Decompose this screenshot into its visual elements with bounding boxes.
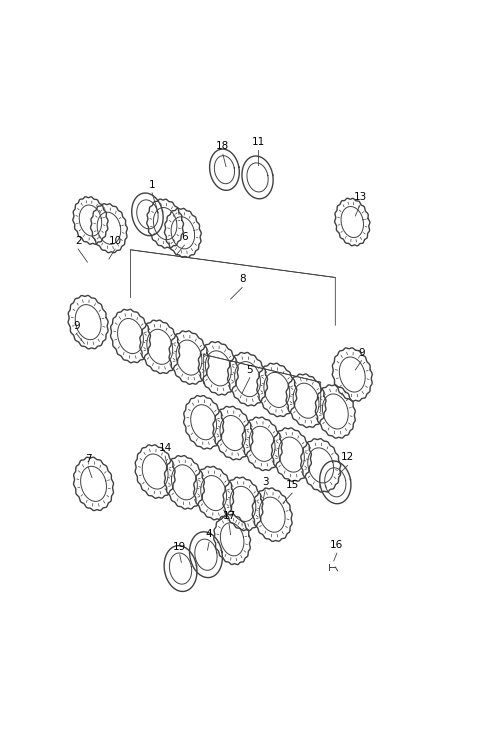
Text: 6: 6	[181, 232, 188, 242]
Text: 8: 8	[239, 275, 245, 285]
Text: 15: 15	[286, 480, 299, 490]
Text: 12: 12	[341, 452, 354, 462]
Text: 5: 5	[247, 365, 253, 374]
Text: 13: 13	[353, 192, 367, 202]
Text: 18: 18	[216, 141, 229, 151]
Text: 2: 2	[75, 236, 82, 246]
Text: 19: 19	[173, 542, 186, 552]
Text: 17: 17	[222, 511, 236, 521]
Text: 16: 16	[330, 540, 344, 550]
Text: 9: 9	[358, 348, 365, 357]
Text: 4: 4	[206, 529, 212, 539]
Text: 7: 7	[85, 454, 92, 464]
Text: 11: 11	[252, 137, 265, 147]
Text: 10: 10	[108, 236, 121, 246]
Text: 3: 3	[262, 477, 269, 487]
Text: 1: 1	[149, 180, 156, 189]
Text: 14: 14	[158, 443, 172, 453]
Text: 9: 9	[73, 321, 80, 330]
